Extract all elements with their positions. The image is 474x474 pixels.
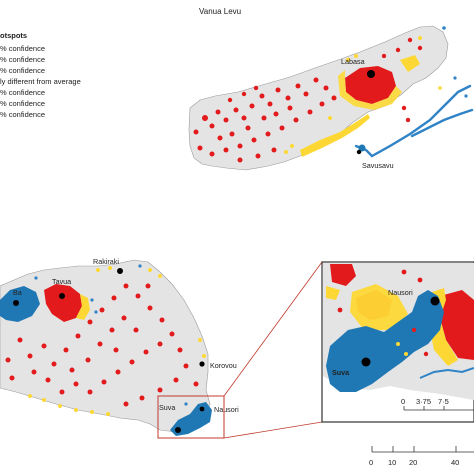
main-scale-tick: 0 xyxy=(369,458,373,467)
vanua-levu-hotspots xyxy=(193,37,423,163)
svg-text:Savusavu: Savusavu xyxy=(362,161,394,170)
tavua-hotspot-area xyxy=(44,284,82,322)
vanua-levu-warm-dots xyxy=(284,36,422,154)
south-coast-fringe xyxy=(300,114,370,157)
inset-hotspot-east xyxy=(440,290,474,360)
main-scale-tick: 10 xyxy=(388,458,396,467)
map-title: Vanua Levu xyxy=(199,7,241,16)
inset-hotspot-north xyxy=(330,264,356,286)
legend-item: ly different from average xyxy=(0,77,81,86)
inset-connector-top xyxy=(223,261,323,397)
inset-locator-box xyxy=(157,395,225,439)
legend-item: % confidence xyxy=(0,44,45,53)
svg-text:Korovou: Korovou xyxy=(210,361,237,370)
legend-item: % confidence xyxy=(0,99,45,108)
coastline-strip-b xyxy=(410,108,474,138)
inset-coldspot xyxy=(326,290,444,392)
svg-text:Nausori: Nausori xyxy=(388,288,413,297)
inset-town-suva: Suva xyxy=(332,357,371,377)
main-scale-tick: 20 xyxy=(409,458,417,467)
legend: otspots % confidence % confidence % conf… xyxy=(0,31,81,119)
legend-item: % confidence xyxy=(0,110,45,119)
town-rakiraki: Rakiraki xyxy=(93,257,123,274)
svg-text:Suva: Suva xyxy=(159,403,175,412)
legend-item: % confidence xyxy=(0,66,45,75)
legend-heading: otspots xyxy=(0,31,27,40)
legend-item: % confidence xyxy=(0,55,45,64)
labasa-hotspot-area xyxy=(345,66,396,104)
svg-text:Ba: Ba xyxy=(13,288,22,297)
inset-warm-dots xyxy=(396,342,408,356)
town-labasa: Labasa xyxy=(341,57,375,78)
viti-levu-warm-dots xyxy=(28,266,206,416)
vanua-levu-land xyxy=(188,25,449,171)
inset-scale-bar: 0 3·75 7·5 xyxy=(401,397,474,411)
town-savusavu: Savusavu xyxy=(356,149,394,170)
main-scale-tick: 40 xyxy=(451,458,459,467)
inset-coastline xyxy=(419,367,474,379)
town-ba: Ba xyxy=(13,288,22,306)
svg-text:Labasa: Labasa xyxy=(341,57,365,66)
viti-levu-island xyxy=(0,259,212,436)
inset-map: Nausori Suva 0 3·75 7·5 xyxy=(321,261,474,423)
inset-fringe-1 xyxy=(350,284,408,330)
inset-scale-tick: 7·5 xyxy=(438,397,449,406)
viti-levu-hotspots xyxy=(5,283,199,407)
viti-levu-land xyxy=(0,259,211,433)
coastline-strip-a xyxy=(370,84,472,158)
vanua-levu-island xyxy=(188,25,449,171)
eastern-coast-dots xyxy=(358,26,468,152)
inset-town-nausori: Nausori xyxy=(388,288,440,306)
main-scale-bar: 0 10 20 40 xyxy=(369,446,474,467)
svg-text:Tavua: Tavua xyxy=(52,277,71,286)
town-nausori: Nausori xyxy=(199,405,239,414)
inset-scale-tick: 3·75 xyxy=(416,397,431,406)
town-suva: Suva xyxy=(159,403,181,433)
east-coast-fringe xyxy=(400,55,420,72)
labasa-fringe xyxy=(338,70,402,110)
svg-text:Suva: Suva xyxy=(332,368,350,377)
tavua-fringe xyxy=(76,294,90,320)
svg-text:Nausori: Nausori xyxy=(214,405,239,414)
legend-item: % confidence xyxy=(0,88,45,97)
inset-connector-bottom xyxy=(223,421,323,439)
town-korovou: Korovou xyxy=(199,361,237,370)
inset-scale-tick: 0 xyxy=(401,397,405,406)
svg-text:Rakiraki: Rakiraki xyxy=(93,257,119,266)
town-tavua: Tavua xyxy=(52,277,71,299)
inset-hotspot-dots xyxy=(337,269,429,357)
inset-fringe-3 xyxy=(326,286,340,300)
ba-coldspot-area xyxy=(0,286,40,322)
